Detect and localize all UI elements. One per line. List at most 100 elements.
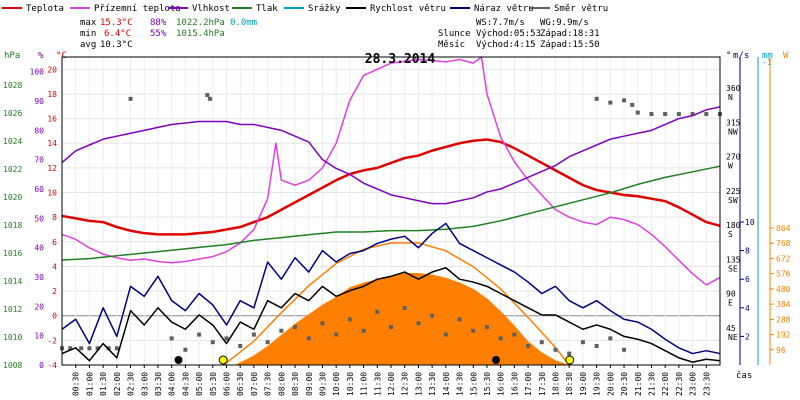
solar-tick-label: 864: [776, 224, 791, 233]
solar-tick-label: 576: [776, 270, 791, 279]
temperature-unit: °C: [56, 51, 67, 61]
x-tick-label: 19:00: [579, 372, 588, 396]
x-tick-label: 17:30: [538, 372, 547, 396]
stats-min-hum: 55%: [150, 29, 167, 39]
stats-max-temp: 15.3°C: [100, 18, 133, 28]
x-tick-label: 11:30: [373, 372, 382, 396]
wind-direction-point: [251, 332, 256, 337]
x-tick-label: 16:00: [497, 372, 506, 396]
wind-direction-point: [649, 112, 654, 117]
wind-direction-point: [334, 332, 339, 337]
wind-direction-point: [293, 324, 298, 329]
x-tick-label: 20:30: [620, 372, 629, 396]
pressure-tick-label: 1012: [3, 305, 22, 314]
wind-direction-point: [457, 317, 462, 322]
series-lines: [61, 56, 721, 363]
wind-direction-point: [205, 93, 210, 98]
direction-unit: °: [726, 51, 731, 61]
plot-frame: [61, 56, 721, 366]
wind-direction-point: [608, 100, 613, 105]
direction-tick-value: 180: [726, 221, 741, 230]
direction-tick-label: SW: [728, 196, 738, 205]
axis-units: hPa % °C ° m/s mm W: [4, 51, 789, 61]
wind-tick-label: 2: [745, 332, 750, 341]
chart-date-title: 28.3.2014: [365, 52, 436, 67]
x-tick-label: 21:30: [647, 372, 656, 396]
x-axis-label: čas: [736, 370, 752, 381]
x-tick-label: 21:00: [634, 372, 643, 396]
stats-min-temp: 6.4°C: [104, 29, 131, 39]
direction-tick-value: 135: [726, 255, 741, 264]
wind-direction-point: [567, 351, 572, 356]
solar-tick-label: 96: [776, 346, 786, 355]
wind-direction-point: [608, 336, 613, 341]
direction-tick-value: 315: [726, 118, 741, 127]
temperature-tick-label: 12: [47, 164, 57, 173]
x-tick-label: 08:30: [291, 372, 300, 396]
moon-rise: Východ:4:15: [476, 40, 536, 50]
solar-tick-label: 288: [776, 315, 791, 324]
x-tick-label: 05:30: [209, 372, 218, 396]
humidity-tick-label: 10: [34, 332, 44, 341]
legend-label-1: Přízemní teplota: [94, 4, 181, 14]
pressure-tick-label: 1022: [3, 165, 22, 174]
humidity-tick-label: 40: [34, 244, 44, 253]
x-tick-label: 15:30: [483, 372, 492, 396]
stats-max-hum: 88%: [150, 18, 167, 28]
wind-direction-point: [416, 321, 421, 326]
x-tick-label: 18:30: [565, 372, 574, 396]
wind-tick-label: 6: [745, 275, 750, 284]
sun-label: Slunce: [438, 29, 471, 39]
wind-direction-point: [512, 332, 517, 337]
x-tick-label: 01:30: [99, 372, 108, 396]
direction-tick-value: 45: [726, 324, 736, 333]
humidity-tick-label: 60: [34, 185, 44, 194]
wind-direction-point: [114, 346, 119, 351]
series-line-tlak: [61, 165, 721, 261]
wind-speed-info: WS:7.7m/s: [476, 18, 525, 28]
wind-direction-point: [498, 336, 503, 341]
x-tick-label: 00:30: [72, 372, 81, 396]
pressure-tick-label: 1018: [3, 221, 22, 230]
x-tick-label: 06:00: [223, 372, 232, 396]
solar-tick-label: 192: [776, 331, 791, 340]
wind-direction-point: [594, 96, 599, 101]
x-tick-label: 18:00: [552, 372, 561, 396]
temperature-tick-label: 14: [47, 139, 57, 148]
x-tick-label: 09:00: [305, 372, 314, 396]
moon-set: Západ:15:50: [540, 40, 600, 50]
x-tick-label: 04:00: [168, 372, 177, 396]
stats-rain: 0.0mm: [230, 18, 257, 28]
wind-direction-point: [95, 346, 100, 351]
temperature-tick-label: 18: [47, 90, 57, 99]
legend-label-7: Směr větru: [554, 4, 608, 14]
wind-direction-point: [68, 346, 73, 351]
stats-min-label: min: [80, 29, 96, 39]
wind-direction-point: [210, 340, 215, 345]
moon-marker: [174, 356, 183, 364]
temperature-tick-label: -4: [47, 361, 57, 370]
wind-direction-point: [539, 340, 544, 345]
sun-marker: [565, 355, 575, 365]
solar-tick-label: 768: [776, 239, 791, 248]
wind-direction-point: [265, 340, 270, 345]
astro-markers: [174, 355, 575, 365]
x-tick-label: 02:00: [113, 372, 122, 396]
wind-direction-point: [443, 332, 448, 337]
sun-marker: [218, 355, 228, 365]
wind-direction-point: [320, 321, 325, 326]
wind-direction-point: [79, 346, 84, 351]
pressure-tick-label: 1020: [3, 193, 22, 202]
wind-direction-point: [526, 343, 531, 348]
stats-max-label: max: [80, 18, 97, 28]
wind-tick-label: 4: [745, 304, 750, 313]
wind-direction-point: [361, 328, 366, 333]
x-tick-label: 09:30: [318, 372, 327, 396]
wind-direction-point: [87, 346, 92, 351]
stats-avg-label: avg: [80, 40, 96, 50]
humidity-tick-label: 100: [30, 68, 45, 77]
wind-direction-point: [279, 328, 284, 333]
wind-direction-point: [128, 96, 133, 101]
x-tick-label: 15:00: [469, 372, 478, 396]
